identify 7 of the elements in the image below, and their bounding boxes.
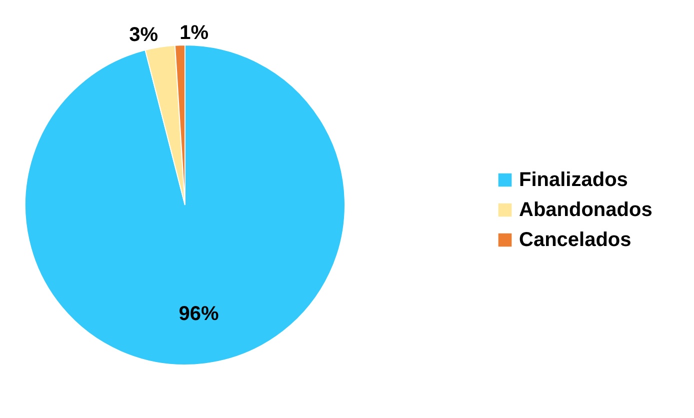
- data-label: 96%: [178, 303, 220, 326]
- data-label: 3%: [129, 24, 158, 46]
- pie-slice: [24, 44, 346, 366]
- data-label: 1%: [180, 22, 209, 44]
- legend-label: Cancelados: [519, 229, 632, 251]
- legend-label: Finalizados: [519, 169, 628, 191]
- legend-label: Abandonados: [519, 199, 652, 221]
